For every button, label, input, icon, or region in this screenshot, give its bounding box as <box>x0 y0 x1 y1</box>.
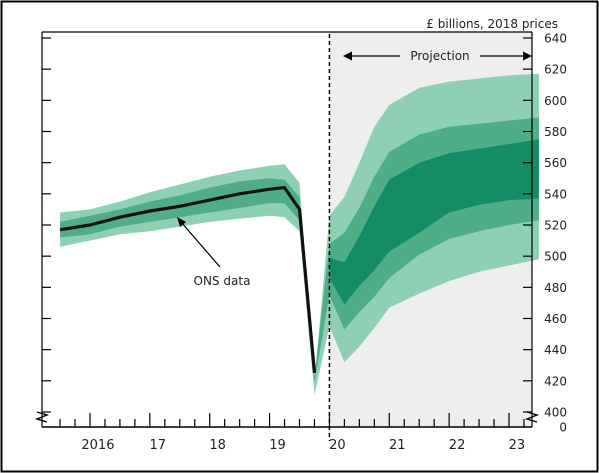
axis-break-symbols <box>34 411 540 423</box>
y-tick-label: 540 <box>544 187 567 201</box>
y-tick-label: 600 <box>544 94 567 108</box>
y-tick-label: 520 <box>544 219 567 233</box>
projection-arrow: Projection <box>343 49 532 63</box>
ons-data-annotation: ONS data <box>177 217 250 288</box>
y-tick-label: 560 <box>544 156 567 170</box>
y-tick-label: 640 <box>544 32 567 46</box>
y-tick-label: 580 <box>544 125 567 139</box>
x-tick-label: 20 <box>329 438 346 453</box>
axis-break-left <box>34 411 50 423</box>
y-tick-label: 480 <box>544 281 567 295</box>
x-tick-label: 19 <box>269 438 286 453</box>
units-label: £ billions, 2018 prices <box>426 17 558 31</box>
y-tick-label: 460 <box>544 312 567 326</box>
x-tick-label: 23 <box>509 438 526 453</box>
y-tick-label: 400 <box>544 406 567 420</box>
fan-bands <box>60 73 539 395</box>
axis-break-right <box>524 411 540 423</box>
x-tick-label: 2016 <box>81 438 114 453</box>
y-tick-label: 420 <box>544 374 567 388</box>
x-tick-label: 18 <box>209 438 226 453</box>
projection-arrow-right-head <box>523 51 532 61</box>
annotation-label: ONS data <box>194 274 251 288</box>
y-tick-label: 620 <box>544 63 567 77</box>
projection-label: Projection <box>410 49 469 63</box>
annotation-arrow-head <box>177 217 186 227</box>
x-tick-label: 21 <box>389 438 406 453</box>
x-tick-label: 17 <box>150 438 167 453</box>
x-axis-ticks: 2016 17 18 19 20 21 22 23 <box>59 413 526 453</box>
y-tick-label: 440 <box>544 343 567 357</box>
x-tick-label: 22 <box>449 438 466 453</box>
annotation-arrow-line <box>180 221 221 268</box>
y-tick-label: 0 <box>559 421 567 435</box>
y-tick-label: 500 <box>544 250 567 264</box>
ons-data-line <box>59 186 317 374</box>
projection-arrow-left-head <box>343 51 352 61</box>
fan-band-inner <box>329 139 539 305</box>
plot-axes <box>41 31 533 428</box>
